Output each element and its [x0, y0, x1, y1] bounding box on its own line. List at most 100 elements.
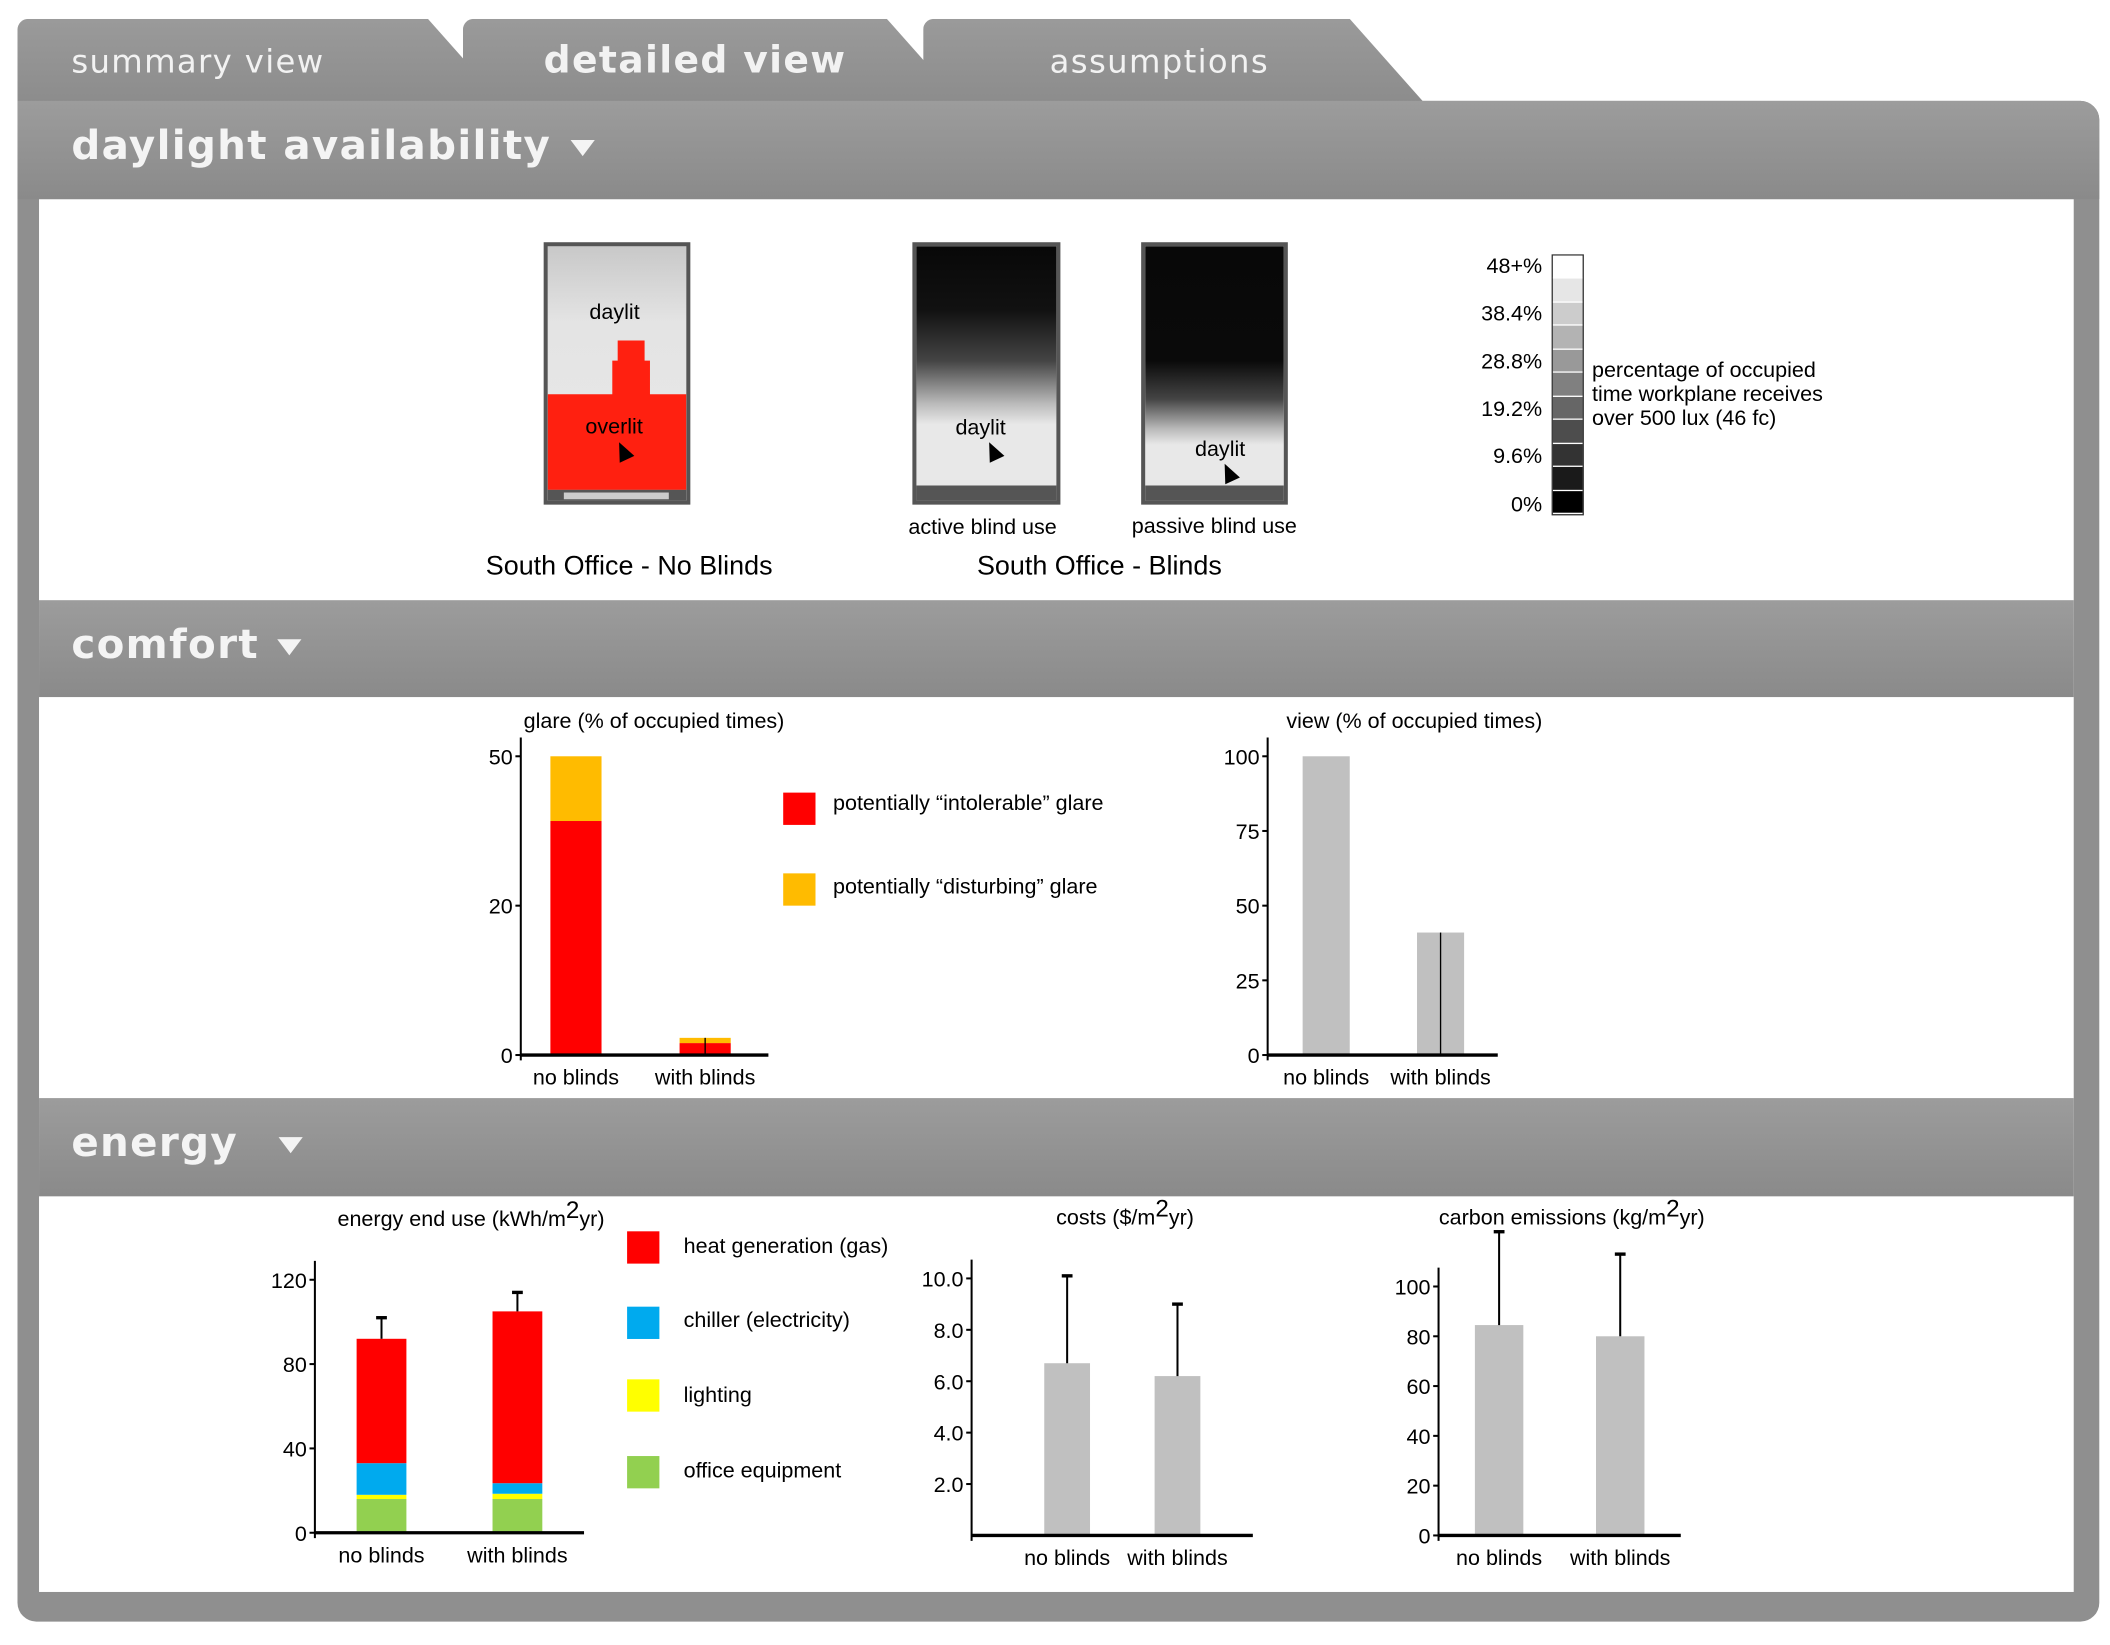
- x-tick-label: no blinds: [338, 1543, 424, 1567]
- chart-title: glare (% of occupied times): [524, 709, 785, 733]
- map-caption-passive: passive blind use: [1131, 515, 1297, 539]
- map-label-daylit: daylit: [1194, 438, 1246, 462]
- bar-view: [1302, 756, 1350, 1056]
- description-line: time workplane receives: [1591, 383, 1823, 407]
- legend-label: office equipment: [683, 1460, 842, 1483]
- tab-summary-view[interactable]: summary view: [17, 19, 501, 102]
- map-label-daylit: daylit: [589, 301, 640, 325]
- x-tick-label: with blinds: [1126, 1546, 1227, 1570]
- daylight-map-active-blinds: [912, 242, 1061, 505]
- map-caption-active: active blind use: [908, 516, 1057, 540]
- chart-title: carbon emissions (kg/m2yr): [1439, 1196, 1705, 1230]
- y-tick-label: 6.0: [934, 1370, 964, 1394]
- colorbar-cell: [1552, 490, 1583, 515]
- y-tick-label: 2.0: [934, 1473, 964, 1497]
- section-header-comfort[interactable]: comfort: [39, 600, 2074, 698]
- colorbar-cell: [1552, 349, 1583, 374]
- daylight-map-passive-blinds: [1141, 242, 1288, 505]
- section-title: comfort: [71, 621, 259, 669]
- colorbar-cell: [1552, 302, 1583, 327]
- colorbar-cell: [1552, 443, 1583, 468]
- y-tick-label: 0: [295, 1522, 307, 1546]
- y-tick-label: 100: [1224, 745, 1260, 769]
- legend-swatch-equipment: [627, 1456, 660, 1489]
- colorbar-description: percentage of occupied time workplane re…: [1592, 359, 1823, 432]
- description-line: percentage of occupied: [1591, 359, 1816, 383]
- y-tick-label: 4.0: [934, 1422, 964, 1446]
- bar-heat-generation-gas-: [356, 1338, 407, 1464]
- legend-label: potentially “disturbing” glare: [832, 876, 1098, 899]
- bar-costs: [1154, 1376, 1201, 1536]
- legend-swatch-disturbing: [783, 873, 816, 906]
- caption-no-blinds: South Office - No Blinds: [485, 551, 773, 582]
- colorbar: [1551, 254, 1584, 516]
- legend-label: lighting: [683, 1384, 752, 1408]
- y-tick-label: 40: [1407, 1425, 1431, 1449]
- y-tick-label: 8.0: [934, 1319, 964, 1343]
- legend-swatch-chiller: [627, 1306, 660, 1339]
- y-tick-label: 20: [489, 895, 513, 919]
- colorbar-tick: 0%: [1511, 493, 1543, 517]
- y-tick-label: 20: [1407, 1475, 1431, 1499]
- y-tick-label: 10.0: [922, 1267, 964, 1291]
- y-tick-label: 80: [1407, 1325, 1431, 1349]
- legend-swatch-lighting: [627, 1379, 660, 1412]
- colorbar-cell: [1552, 326, 1583, 350]
- colorbar-tick: 38.4%: [1481, 302, 1543, 326]
- x-tick-label: no blinds: [1456, 1546, 1542, 1570]
- x-tick-label: no blinds: [533, 1066, 619, 1090]
- colorbar-cell: [1552, 373, 1583, 397]
- colorbar-tick: 28.8%: [1481, 351, 1543, 375]
- y-tick-label: 40: [283, 1437, 307, 1461]
- colorbar-tick: 19.2%: [1481, 398, 1543, 422]
- y-tick-label: 75: [1236, 820, 1260, 844]
- x-tick-label: with blinds: [1569, 1546, 1670, 1570]
- x-tick-label: with blinds: [466, 1543, 567, 1567]
- bar-costs: [1044, 1363, 1091, 1536]
- y-tick-label: 25: [1236, 969, 1260, 993]
- map-label-daylit: daylit: [955, 417, 1006, 441]
- caret-down-icon[interactable]: [277, 638, 303, 655]
- chart-title: energy end use (kWh/m2yr): [338, 1197, 605, 1231]
- bar-office-equipment: [356, 1499, 407, 1533]
- y-tick-label: 100: [1395, 1276, 1431, 1300]
- section-header-energy[interactable]: energy: [39, 1098, 2074, 1197]
- legend-swatch-heat: [627, 1231, 660, 1264]
- caret-down-icon[interactable]: [278, 1136, 303, 1153]
- chart-title: view (% of occupied times): [1286, 709, 1542, 733]
- legend-swatch-intolerable: [783, 792, 816, 825]
- x-tick-label: no blinds: [1283, 1066, 1369, 1090]
- colorbar-tick: 9.6%: [1493, 445, 1543, 469]
- caption-blinds: South Office - Blinds: [976, 551, 1222, 582]
- x-tick-label: with blinds: [1389, 1066, 1490, 1090]
- map-label-overlit: overlit: [585, 415, 643, 439]
- legend-label: chiller (electricity): [683, 1309, 850, 1333]
- colorbar-cell: [1552, 279, 1583, 303]
- bar-office-equipment: [492, 1499, 543, 1533]
- bar-heat-generation-gas-: [492, 1311, 543, 1484]
- colorbar-cell: [1552, 255, 1583, 280]
- tab-assumptions[interactable]: assumptions: [923, 19, 1424, 102]
- bar-carbon: [1596, 1336, 1645, 1536]
- caret-down-icon[interactable]: [570, 139, 595, 156]
- tab-detailed-view[interactable]: detailed view: [463, 19, 961, 102]
- section-header-daylight[interactable]: daylight availability: [17, 100, 2100, 200]
- y-tick-label: 60: [1407, 1375, 1431, 1399]
- y-tick-label: 120: [271, 1269, 307, 1293]
- section-title: daylight availability: [71, 122, 552, 170]
- chart-title: costs ($/m2yr): [1056, 1196, 1194, 1230]
- bar-potentially-disturbing-glare: [550, 756, 602, 822]
- x-tick-label: no blinds: [1024, 1546, 1110, 1570]
- legend-label: heat generation (gas): [683, 1235, 889, 1259]
- colorbar-cell: [1552, 420, 1583, 444]
- y-tick-label: 0: [501, 1044, 513, 1068]
- legend-label: potentially “intolerable” glare: [832, 792, 1104, 816]
- bar-chiller-electricity-: [356, 1463, 407, 1495]
- overlit-region: [547, 340, 687, 501]
- y-tick-label: 0: [1419, 1525, 1431, 1549]
- bar-lighting: [356, 1494, 407, 1500]
- section-title: energy: [71, 1119, 239, 1167]
- colorbar-cell: [1552, 396, 1583, 421]
- daylight-map-no-blinds: [543, 242, 691, 505]
